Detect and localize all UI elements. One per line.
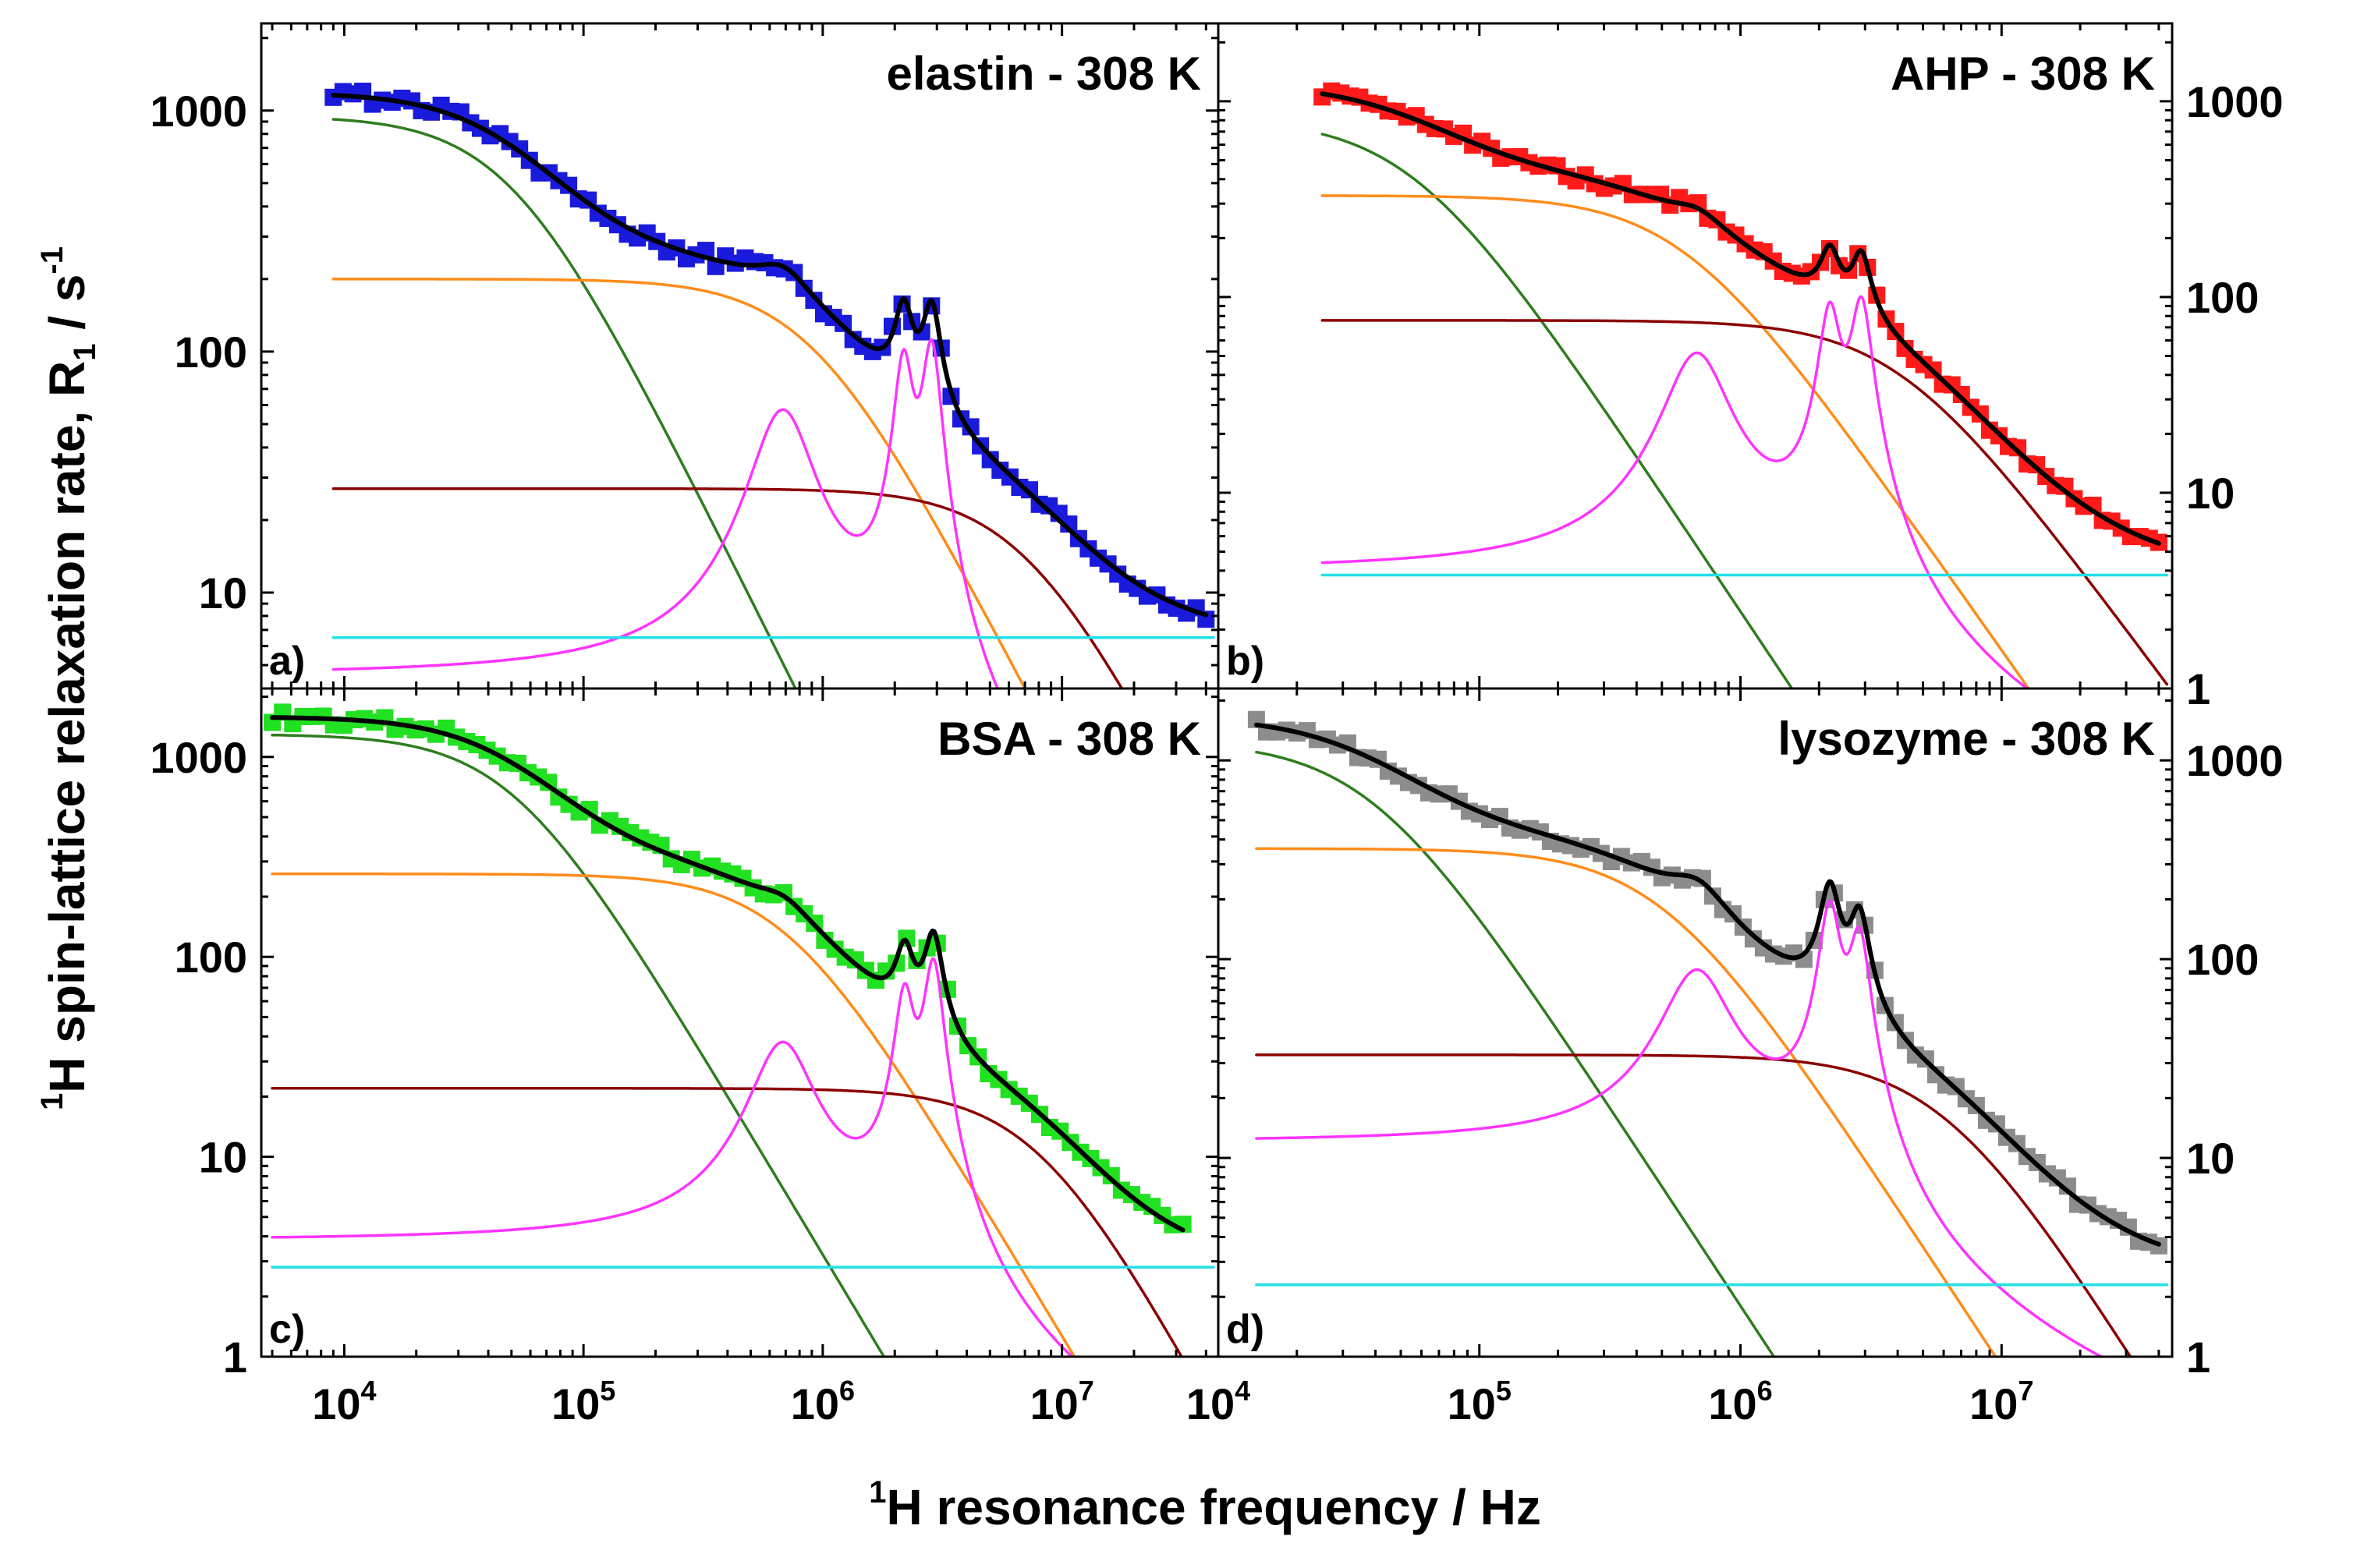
panel-d: 104 105 106 107 1 10 100 1000 lysozyme - 308 K d) — [1186, 687, 2284, 1428]
panel-b-plot-area — [1313, 82, 2169, 688]
panel-c-letter: c) — [269, 1307, 305, 1352]
panel-d-y-tick-label: 1000 — [2186, 736, 2284, 785]
panel-c-orange-curve — [271, 872, 1076, 1357]
panel-a-data-point — [805, 292, 823, 310]
panel-a-y-tick-label: 100 — [175, 327, 247, 377]
panel-a-green-curve — [331, 118, 797, 688]
panel-b-title: AHP - 308 K — [1891, 48, 2155, 100]
panel-a: 10 100 1000 elastin - 308 K a) — [150, 22, 1220, 690]
panel-a-orange-curve — [331, 278, 1027, 688]
panel-d-title: lysozyme - 308 K — [1777, 713, 2155, 765]
panel-b-orange-curve — [1320, 194, 2030, 688]
panel-c-y-tick-label: 10 — [199, 1133, 247, 1182]
panel-b-y-tick-label: 1 — [2186, 664, 2210, 713]
panel-d-y-tick-label: 10 — [2186, 1134, 2235, 1183]
panel-a-magenta-curve — [331, 338, 1000, 688]
panel-a-title: elastin - 308 K — [886, 48, 1201, 100]
panel-c-green-curve — [271, 733, 886, 1357]
panel-d-y-tick-label: 1 — [2186, 1333, 2210, 1382]
panel-d-x-tick-label: 105 — [1448, 1375, 1512, 1428]
panel-c-total-fit-curve — [270, 715, 1186, 1233]
panel-c-y-tick-label: 1 — [223, 1333, 247, 1382]
x-axis-label: 1H resonance frequency / Hz — [869, 1475, 1541, 1535]
panel-b-y-tick-label: 10 — [2186, 469, 2235, 518]
panel-c-magenta-curve — [271, 957, 1074, 1357]
panel-d-x-tick-label: 107 — [1969, 1375, 2033, 1428]
panel-d-orange-curve — [1255, 847, 1997, 1357]
panel-a-y-tick-label: 10 — [199, 568, 247, 618]
panel-a-y-tick-label: 1000 — [150, 87, 247, 136]
panel-b-letter: b) — [1226, 639, 1264, 684]
panel-d-data-point — [1693, 869, 1711, 887]
panel-a-data-point — [913, 323, 930, 341]
panel-c-title: BSA - 308 K — [937, 713, 1201, 765]
panel-c-x-tick-label: 107 — [1030, 1375, 1093, 1428]
panel-d-total-fit-curve — [1253, 722, 2161, 1247]
panel-d-x-tick-label: 104 — [1186, 1375, 1250, 1428]
panel-d-green-curve — [1255, 750, 1776, 1357]
panel-d-frame — [1217, 687, 2174, 1358]
panel-b-y-tick-label: 1000 — [2186, 77, 2284, 126]
panel-c-plot-area — [264, 703, 1215, 1357]
panel-d-x-tick-label: 106 — [1708, 1375, 1772, 1428]
panel-c-x-tick-label: 104 — [312, 1375, 376, 1428]
panel-b-green-curve — [1320, 133, 1794, 688]
panel-c-y-tick-label: 1000 — [150, 733, 247, 782]
panel-a-plot-area — [324, 83, 1215, 688]
panel-a-total-fit-curve — [331, 93, 1209, 618]
panel-d-letter: d) — [1226, 1307, 1264, 1352]
panel-c-darkred-curve — [271, 1087, 1183, 1357]
panel-c-x-tick-label: 105 — [551, 1375, 615, 1428]
panel-b-total-fit-curve — [1320, 91, 2161, 546]
panel-b-darkred-curve — [1320, 319, 2169, 686]
panel-a-darkred-curve — [331, 487, 1124, 688]
panel-c-y-tick-label: 100 — [175, 933, 247, 982]
panel-d-magenta-curve — [1255, 899, 2104, 1357]
panel-c: 104 105 106 107 1 10 100 1000 BSA - 308 K c) — [150, 687, 1220, 1428]
panel-d-y-tick-label: 100 — [2186, 935, 2259, 984]
panel-a-letter: a) — [269, 639, 305, 684]
panels: 10 100 1000 elastin - 308 K a) 1 10 100 1000 AHP … — [150, 22, 2284, 1428]
y-axis-label: 1H spin-lattice relaxation rate, R1 / s-… — [35, 246, 102, 1110]
panel-d-plot-area — [1247, 710, 2169, 1357]
panel-c-x-tick-label: 106 — [791, 1375, 855, 1428]
panel-d-darkred-curve — [1255, 1053, 2132, 1357]
panel-b-y-tick-label: 100 — [2186, 273, 2259, 322]
